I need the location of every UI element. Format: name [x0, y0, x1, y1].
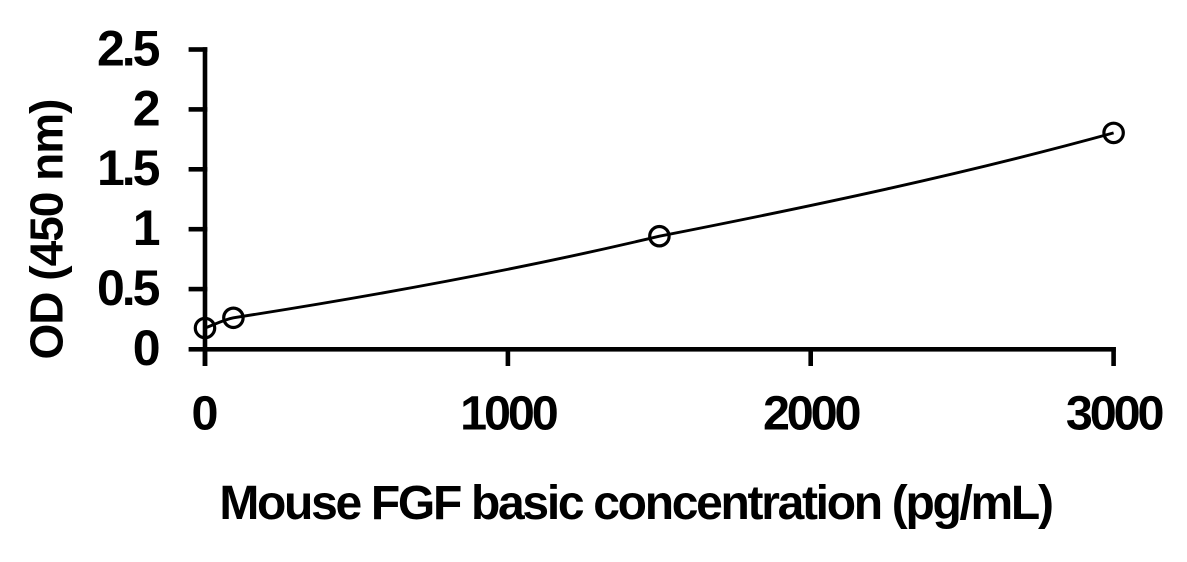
svg-text:2: 2 [133, 80, 161, 136]
svg-text:2000: 2000 [763, 387, 860, 441]
svg-text:OD (450 nm): OD (450 nm) [21, 100, 73, 360]
svg-text:Mouse FGF basic concentration: Mouse FGF basic concentration (pg/mL) [219, 477, 1052, 530]
svg-text:0: 0 [192, 387, 219, 441]
svg-text:0.5: 0.5 [97, 260, 160, 316]
svg-text:1: 1 [133, 200, 161, 256]
svg-text:2.5: 2.5 [97, 20, 160, 76]
svg-text:1000: 1000 [460, 387, 557, 441]
svg-text:0: 0 [133, 320, 161, 376]
svg-text:3000: 3000 [1066, 387, 1163, 441]
svg-text:1.5: 1.5 [97, 140, 160, 196]
